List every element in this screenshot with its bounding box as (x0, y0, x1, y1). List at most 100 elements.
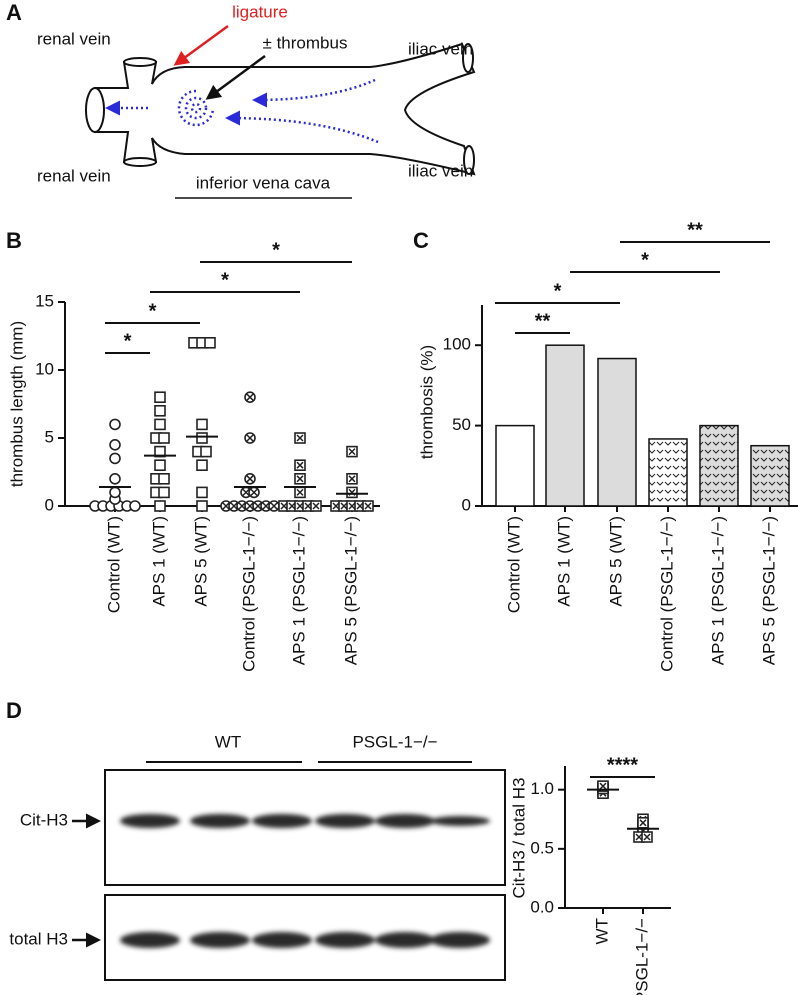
point-cross (643, 833, 651, 841)
data-point (196, 432, 208, 444)
x-tick-label: APS 1 (PSGL-1−/−) (708, 516, 727, 665)
y-tick-label: 0.5 (530, 838, 554, 857)
x-tick-label: APS 5 (WT) (606, 516, 625, 607)
blot-group-label: PSGL-1−/− (352, 732, 437, 751)
y-tick-label: 1.0 (530, 779, 554, 798)
point-cross (356, 502, 364, 510)
x-tick-label: Control (PSGL-1−/−) (657, 516, 676, 672)
data-point (196, 418, 208, 431)
vein-diagram (85, 42, 476, 176)
point-cross (242, 488, 250, 496)
vein-opening (123, 57, 157, 67)
data-point (196, 459, 208, 472)
point-shape (158, 486, 170, 499)
point-shape (109, 438, 121, 451)
blot-band (375, 814, 435, 828)
data-point (154, 404, 166, 417)
data-point (109, 486, 121, 499)
data-point (109, 438, 121, 451)
point-shape (154, 418, 166, 431)
bar (750, 444, 790, 507)
vein-opening (85, 87, 105, 133)
ligature-label: ligature (232, 2, 288, 21)
point-shape (200, 445, 212, 458)
point-cross (254, 502, 262, 510)
point-cross (262, 502, 270, 510)
point-cross (246, 502, 254, 510)
blot-band (120, 814, 180, 828)
bar (495, 424, 535, 507)
point-cross (635, 833, 643, 841)
data-point (244, 391, 256, 404)
blot-band (252, 932, 312, 948)
data-point (204, 336, 216, 349)
flow-arrows (105, 78, 379, 144)
point-cross (639, 819, 647, 827)
thrombus-arrow (205, 54, 266, 100)
point-cross (348, 502, 356, 510)
vein-opening (462, 43, 474, 73)
significance-label: * (554, 280, 562, 302)
point-cross (599, 782, 607, 790)
point-cross (250, 488, 258, 496)
point-cross (348, 448, 356, 456)
point-cross (348, 475, 356, 483)
bar (648, 438, 688, 507)
data-point (158, 472, 170, 485)
x-tick-label: APS 5 (WT) (191, 516, 210, 607)
point-shape (129, 500, 141, 512)
y-tick-label: 10 (35, 359, 54, 378)
data-point (294, 432, 306, 444)
data-point (158, 486, 170, 499)
point-shape (154, 404, 166, 417)
data-point (109, 472, 121, 485)
point-cross (280, 502, 288, 510)
data-point (236, 500, 248, 512)
point-cross (270, 502, 278, 510)
flow-arrow (252, 78, 376, 108)
panel-label: A (6, 0, 22, 25)
vein-label: iliac vein (408, 39, 473, 58)
point-cross (246, 393, 254, 401)
y-tick-label: 100 (443, 335, 471, 354)
data-point (294, 486, 306, 499)
point-shape (196, 500, 208, 512)
data-point (196, 486, 208, 499)
thrombus-spiral (190, 102, 202, 114)
point-cross (238, 502, 246, 510)
ligature-arrow (173, 24, 229, 66)
significance-label: * (641, 249, 649, 271)
x-tick-label: WT (592, 918, 611, 944)
panel-label: D (6, 698, 22, 723)
blot-row-label: total H3 (9, 929, 68, 948)
vein-label: renal vein (37, 29, 111, 48)
x-tick-label: APS 1 (WT) (149, 516, 168, 607)
blot-row-label: Cit-H3 (20, 810, 68, 829)
data-point (200, 445, 212, 458)
vein-opening (123, 157, 157, 167)
blot-band (252, 814, 312, 828)
data-point (244, 432, 256, 444)
panel-label: B (6, 228, 22, 253)
point-cross (230, 502, 238, 510)
blot-band (190, 814, 250, 828)
point-cross (246, 434, 254, 442)
x-tick-label: Control (WT) (104, 516, 123, 613)
data-point (154, 500, 166, 512)
x-tick-label: Control (WT) (504, 516, 523, 613)
y-tick-label: 15 (35, 291, 54, 310)
x-tick-label: PSGL-1−/− (632, 918, 651, 995)
significance-label: * (149, 300, 157, 322)
significance-label: * (221, 269, 229, 291)
point-cross (288, 502, 296, 510)
data-point (244, 472, 256, 485)
point-shape (196, 486, 208, 499)
vein-label: iliac vein (408, 161, 473, 180)
blot-frame (104, 769, 506, 886)
blot-band (190, 932, 250, 948)
vein-outline (94, 42, 476, 176)
blot-band (430, 932, 490, 948)
significance-label: * (124, 330, 132, 352)
data-point (109, 452, 121, 465)
data-point (129, 500, 141, 512)
